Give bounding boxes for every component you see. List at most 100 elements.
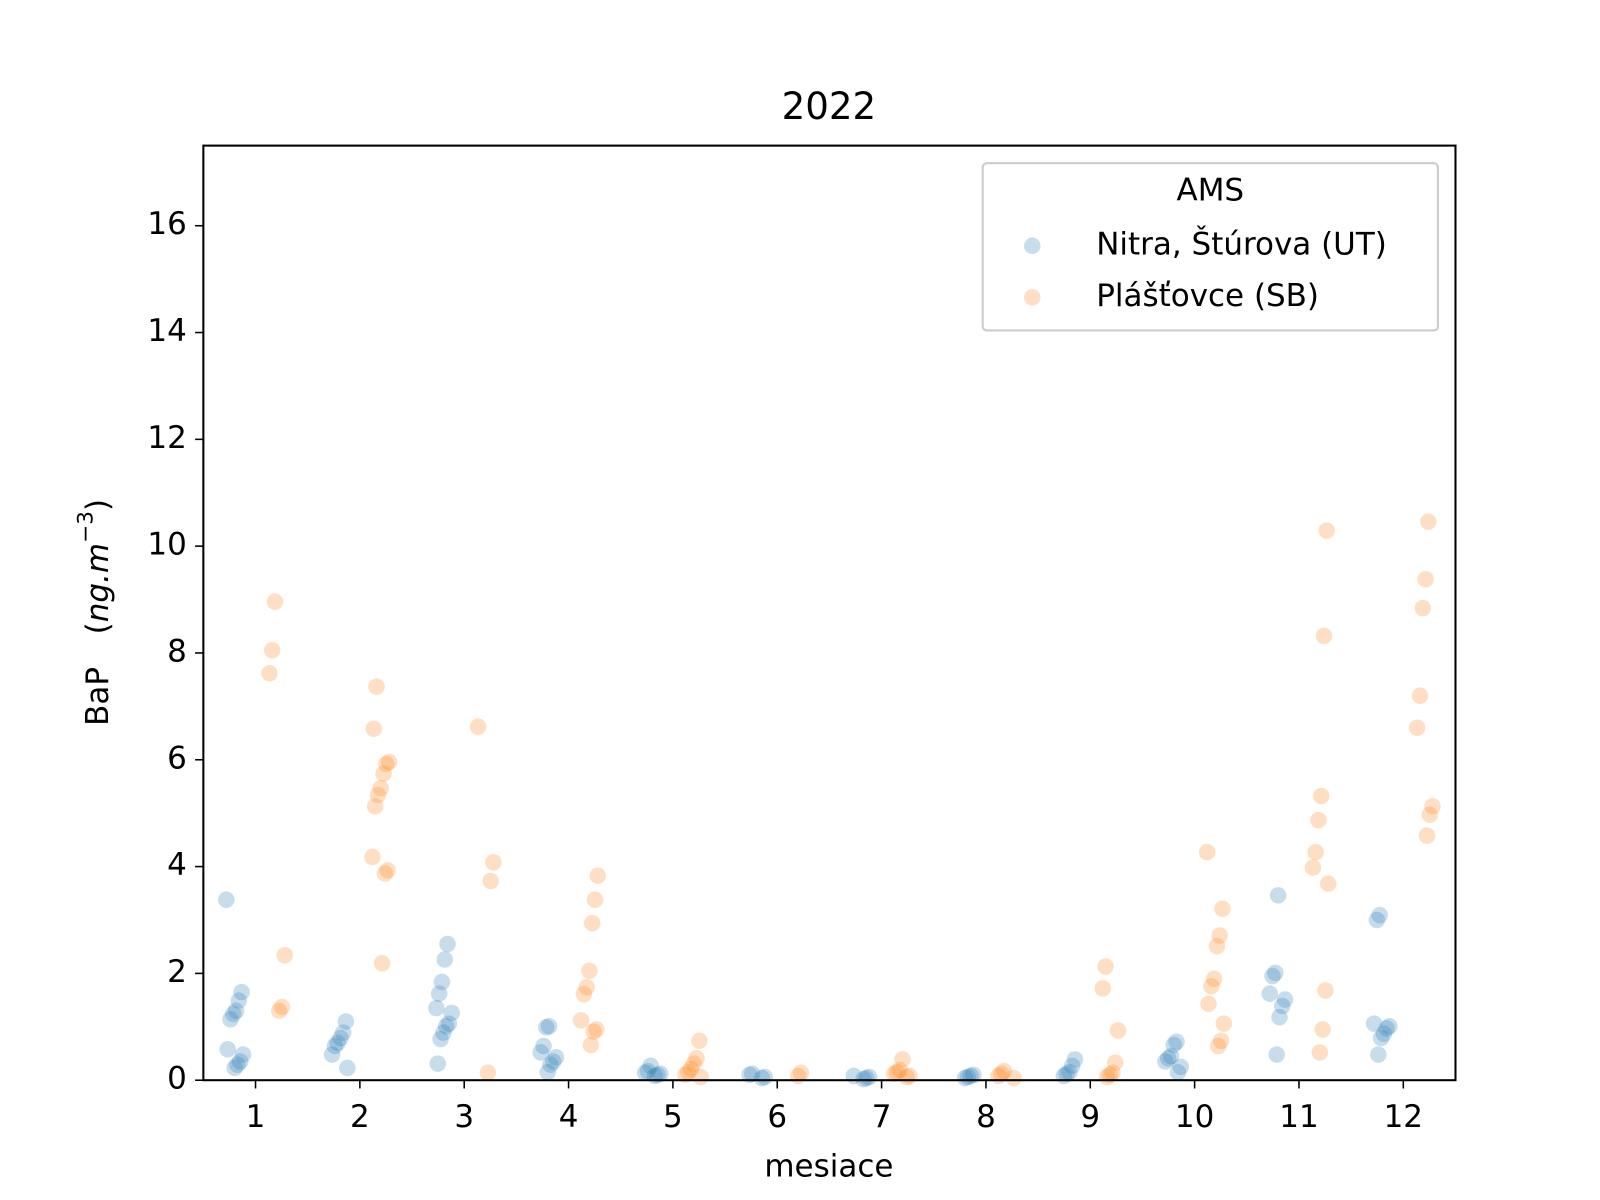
- point: [1165, 1036, 1183, 1054]
- x-tick-label: 2: [350, 1099, 370, 1135]
- point: [753, 1069, 771, 1087]
- point: [225, 1005, 242, 1023]
- point: [222, 1011, 239, 1028]
- x-tick-label: 9: [1080, 1099, 1100, 1135]
- y-tick-label: 16: [147, 206, 186, 242]
- point: [380, 753, 398, 771]
- point: [1264, 967, 1281, 985]
- point: [535, 1037, 552, 1055]
- point: [1378, 1020, 1395, 1037]
- point: [1159, 1050, 1177, 1067]
- point: [263, 642, 281, 659]
- point: [1200, 995, 1217, 1013]
- point: [1104, 1064, 1121, 1081]
- point: [329, 1034, 346, 1052]
- point: [589, 867, 607, 884]
- x-tick-label: 5: [663, 1099, 683, 1135]
- y-label-paren: (: [80, 622, 116, 634]
- point: [792, 1064, 810, 1081]
- point: [1370, 1046, 1387, 1063]
- point: [588, 1021, 605, 1038]
- point: [544, 1053, 562, 1070]
- point: [1169, 1063, 1187, 1081]
- point: [1274, 997, 1291, 1015]
- point: [538, 1019, 555, 1036]
- point: [339, 1059, 356, 1077]
- point: [1276, 991, 1294, 1008]
- point: [443, 1004, 460, 1022]
- point: [1408, 719, 1426, 736]
- point: [326, 1037, 344, 1055]
- point: [679, 1063, 697, 1081]
- point: [337, 1013, 355, 1030]
- point: [685, 1055, 703, 1072]
- point: [692, 1068, 709, 1086]
- point: [435, 1024, 452, 1041]
- point: [539, 1063, 556, 1081]
- legend-marker: [1024, 237, 1041, 255]
- x-tick-label: 7: [872, 1099, 892, 1135]
- point: [1269, 887, 1287, 904]
- y-tick-label: 0: [167, 1061, 187, 1097]
- point: [1371, 906, 1388, 924]
- point: [642, 1057, 659, 1075]
- point: [542, 1056, 559, 1073]
- point: [219, 1040, 236, 1058]
- y-label-unit: ng.m: [80, 543, 116, 622]
- point: [858, 1069, 875, 1087]
- point: [888, 1063, 906, 1081]
- point: [1107, 1054, 1124, 1071]
- point: [1094, 980, 1112, 997]
- point: [1063, 1057, 1081, 1075]
- point: [885, 1065, 903, 1083]
- point: [1109, 1022, 1127, 1039]
- point: [1066, 1051, 1084, 1068]
- point: [789, 1067, 807, 1085]
- legend-label: Nitra, Štúrova (UT): [1096, 225, 1387, 262]
- point: [1317, 982, 1334, 999]
- y-tick-label: 14: [147, 313, 186, 349]
- y-label-exponent: −3: [74, 511, 99, 543]
- point: [1311, 1044, 1329, 1061]
- y-tick-label: 8: [167, 633, 187, 669]
- point: [578, 979, 595, 996]
- point: [375, 765, 392, 782]
- point: [1205, 970, 1223, 987]
- point: [332, 1029, 349, 1047]
- point: [373, 954, 391, 972]
- point: [1268, 1046, 1285, 1063]
- point: [1211, 927, 1228, 944]
- point: [266, 593, 284, 610]
- point: [547, 1048, 565, 1066]
- point: [1365, 1015, 1383, 1032]
- x-tick-label: 8: [976, 1099, 996, 1135]
- point: [229, 1056, 246, 1073]
- point: [586, 891, 604, 908]
- point: [227, 1002, 245, 1020]
- y-tick-label: 2: [167, 954, 187, 990]
- point: [429, 1055, 447, 1072]
- point: [965, 1066, 982, 1084]
- chart-title: 2022: [782, 85, 877, 128]
- point: [1210, 1037, 1227, 1055]
- point: [436, 951, 453, 968]
- point: [218, 891, 235, 908]
- point: [270, 1002, 288, 1020]
- point: [1214, 900, 1231, 918]
- point: [898, 1068, 915, 1086]
- point: [1314, 1021, 1331, 1038]
- point: [1420, 513, 1437, 530]
- point: [1417, 571, 1434, 588]
- y-tick-label: 6: [167, 740, 187, 776]
- x-tick-label: 3: [454, 1099, 474, 1135]
- point: [677, 1066, 694, 1084]
- point: [378, 755, 395, 773]
- point: [1307, 843, 1324, 861]
- point: [540, 1018, 558, 1035]
- point: [743, 1065, 761, 1083]
- point: [1097, 958, 1114, 975]
- point: [1375, 1025, 1393, 1043]
- point: [639, 1062, 657, 1080]
- point: [372, 779, 389, 797]
